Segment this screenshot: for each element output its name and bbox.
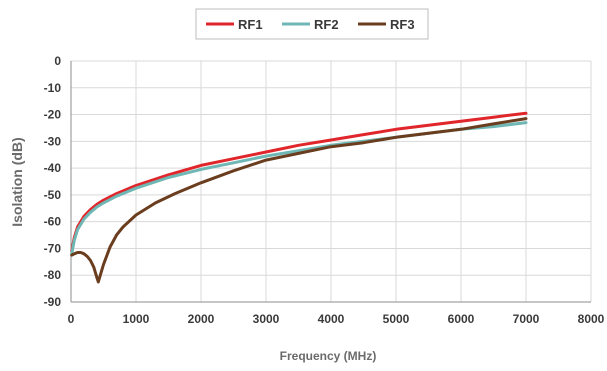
legend-label-rf2: RF2 (314, 17, 339, 32)
tick-labels: 0 -10 -20 -30 -40 -50 -60 -70 -80 -90 0 1000 2000 300… (44, 54, 605, 326)
x-tick-label: 2000 (188, 312, 215, 326)
y-tick-label: -40 (44, 161, 62, 175)
x-tick-label: 1000 (123, 312, 150, 326)
legend-box (195, 8, 429, 40)
series-line-rf1 (70, 111, 528, 253)
x-axis-title: Frequency (MHz) (280, 349, 377, 363)
y-tick-label: -60 (44, 215, 62, 229)
y-axis-title: Isolation (dB) (9, 137, 25, 226)
x-tick-label: 4000 (318, 312, 345, 326)
legend-label-rf3: RF3 (390, 17, 415, 32)
y-tick-label: -50 (44, 188, 62, 202)
x-tick-label: 7000 (513, 312, 540, 326)
series-lines (70, 111, 528, 284)
legend: RF1 RF2 RF3 (195, 8, 429, 40)
x-tick-label: 5000 (383, 312, 410, 326)
y-tick-label: -30 (44, 134, 62, 148)
y-tick-label: -10 (44, 81, 62, 95)
x-tick-label: 0 (68, 312, 75, 326)
x-tick-label: 3000 (253, 312, 280, 326)
axes (70, 61, 591, 303)
series-line-rf3 (70, 117, 528, 284)
legend-label-rf1: RF1 (238, 17, 263, 32)
x-tick-label: 6000 (448, 312, 475, 326)
x-tick-label: 8000 (578, 312, 605, 326)
y-tick-label: 0 (54, 54, 61, 68)
y-tick-label: -70 (44, 241, 62, 255)
y-tick-label: -90 (44, 295, 62, 309)
y-tick-label: -20 (44, 108, 62, 122)
y-tick-label: -80 (44, 268, 62, 282)
